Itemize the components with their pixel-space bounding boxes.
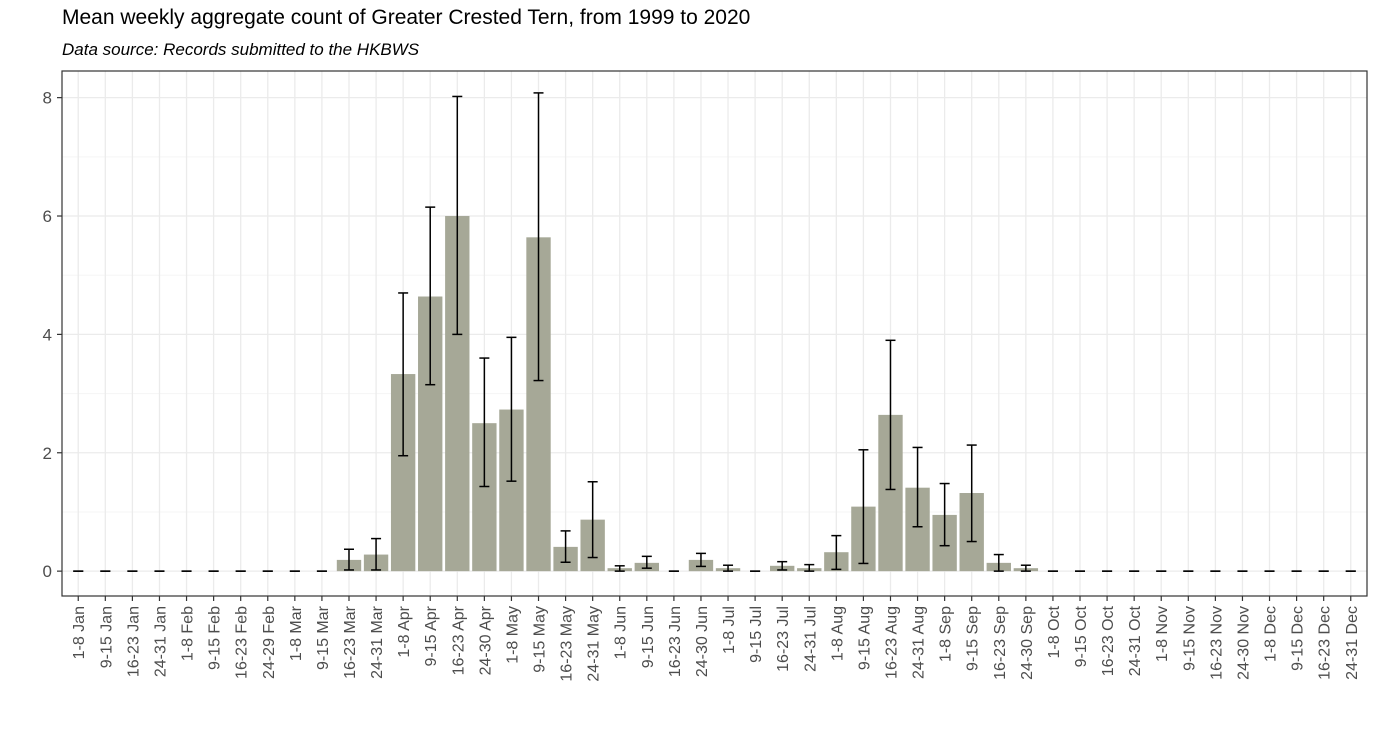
y-axis: 0 2 4 6 8 — [43, 89, 62, 581]
x-tick-label: 1-8 Dec — [1263, 606, 1280, 662]
error-bar — [479, 357, 490, 488]
x-tick-label: 9-15 Aug — [856, 606, 873, 670]
x-tick-label: 24-31 May — [586, 606, 603, 682]
x-tick-label: 24-29 Feb — [261, 606, 278, 679]
error-bar — [777, 560, 788, 571]
error-bar — [398, 292, 409, 457]
x-tick-label: 1-8 Jun — [613, 606, 630, 659]
x-axis: 1-8 Jan 9-15 Jan 16-23 Jan 24-31 Jan 1-8 Feb… — [71, 596, 1361, 682]
x-tick-label: 1-8 Feb — [180, 606, 197, 661]
x-tick-label: 1-8 Oct — [1046, 605, 1063, 658]
chart-title: Mean weekly aggregate count of Greater C… — [62, 6, 751, 29]
x-tick-label: 1-8 May — [504, 606, 521, 664]
x-tick-label: 16-23 Feb — [234, 606, 251, 679]
error-bar — [506, 336, 517, 482]
x-tick-label: 16-23 Jan — [125, 606, 142, 677]
x-tick-label: 16-23 Aug — [883, 606, 900, 679]
y-tick-label: 8 — [43, 89, 52, 108]
x-tick-label: 16-23 Oct — [1100, 605, 1117, 676]
error-bar — [912, 446, 923, 528]
x-tick-label: 9-15 Jul — [748, 606, 765, 663]
x-tick-label: 16-23 Apr — [450, 605, 467, 675]
x-tick-label: 1-8 Nov — [1154, 606, 1171, 662]
x-tick-label: 9-15 Jan — [98, 606, 115, 668]
x-tick-label: 24-30 Sep — [1019, 606, 1036, 680]
error-bar — [425, 206, 436, 386]
x-tick-label: 1-8 Mar — [288, 605, 305, 661]
error-bar — [885, 339, 896, 491]
x-tick-label: 9-15 Mar — [315, 605, 332, 670]
x-tick-label: 24-31 Aug — [911, 606, 928, 679]
x-tick-label: 24-31 Jul — [802, 606, 819, 672]
x-tick-label: 9-15 May — [532, 606, 549, 673]
error-bar — [695, 552, 706, 568]
x-tick-label: 24-31 Mar — [369, 605, 386, 679]
y-tick-label: 2 — [43, 444, 52, 463]
x-tick-label: 16-23 Jun — [667, 606, 684, 677]
error-bar — [858, 449, 869, 565]
x-tick-label: 24-30 Jun — [694, 606, 711, 677]
x-tick-label: 1-8 Aug — [829, 606, 846, 661]
error-bar — [939, 482, 950, 547]
error-bar — [804, 563, 815, 572]
x-tick-label: 9-15 Apr — [423, 605, 440, 666]
x-tick-label: 16-23 May — [559, 606, 576, 682]
error-bar — [371, 537, 382, 571]
error-bar — [614, 565, 625, 572]
error-bar — [993, 553, 1004, 572]
x-tick-label: 16-23 Jul — [775, 606, 792, 672]
error-bar — [533, 92, 544, 382]
panel-border — [61, 70, 1368, 597]
x-tick-label: 9-15 Feb — [207, 606, 224, 670]
x-tick-label: 16-23 Mar — [342, 605, 359, 679]
error-bar — [452, 95, 463, 336]
error-bar — [723, 564, 734, 572]
error-bar — [587, 481, 598, 559]
x-tick-label: 9-15 Oct — [1073, 605, 1090, 667]
x-tick-label: 9-15 Dec — [1290, 606, 1307, 671]
error-bar — [560, 530, 571, 564]
x-tick-label: 24-30 Nov — [1235, 606, 1252, 680]
panel-background — [62, 71, 1367, 596]
x-tick-label: 24-31 Jan — [152, 606, 169, 677]
error-bars — [73, 92, 1356, 572]
grid-lines — [62, 71, 1367, 596]
chart-subtitle: Data source: Records submitted to the HK… — [62, 40, 420, 59]
x-tick-label: 24-31 Oct — [1127, 605, 1144, 676]
x-tick-label: 16-23 Sep — [992, 606, 1009, 680]
x-tick-label: 16-23 Nov — [1208, 606, 1225, 680]
x-tick-label: 9-15 Sep — [965, 606, 982, 671]
x-tick-label: 1-8 Jul — [721, 606, 738, 654]
x-tick-label: 24-30 Apr — [477, 605, 494, 675]
y-tick-label: 6 — [43, 207, 52, 226]
y-tick-label: 4 — [43, 325, 52, 344]
x-tick-label: 1-8 Sep — [938, 606, 955, 662]
x-tick-label: 9-15 Nov — [1181, 606, 1198, 671]
error-bar — [343, 548, 354, 571]
error-bar — [966, 444, 977, 543]
x-tick-label: 1-8 Apr — [396, 605, 413, 657]
error-bar — [641, 555, 652, 569]
error-bar — [1020, 564, 1031, 572]
x-tick-label: 9-15 Jun — [640, 606, 657, 668]
x-tick-label: 1-8 Jan — [71, 606, 88, 659]
y-tick-label: 0 — [43, 562, 52, 581]
x-tick-label: 16-23 Dec — [1317, 606, 1334, 680]
x-tick-label: 24-31 Dec — [1344, 606, 1361, 680]
error-bar — [831, 534, 842, 571]
